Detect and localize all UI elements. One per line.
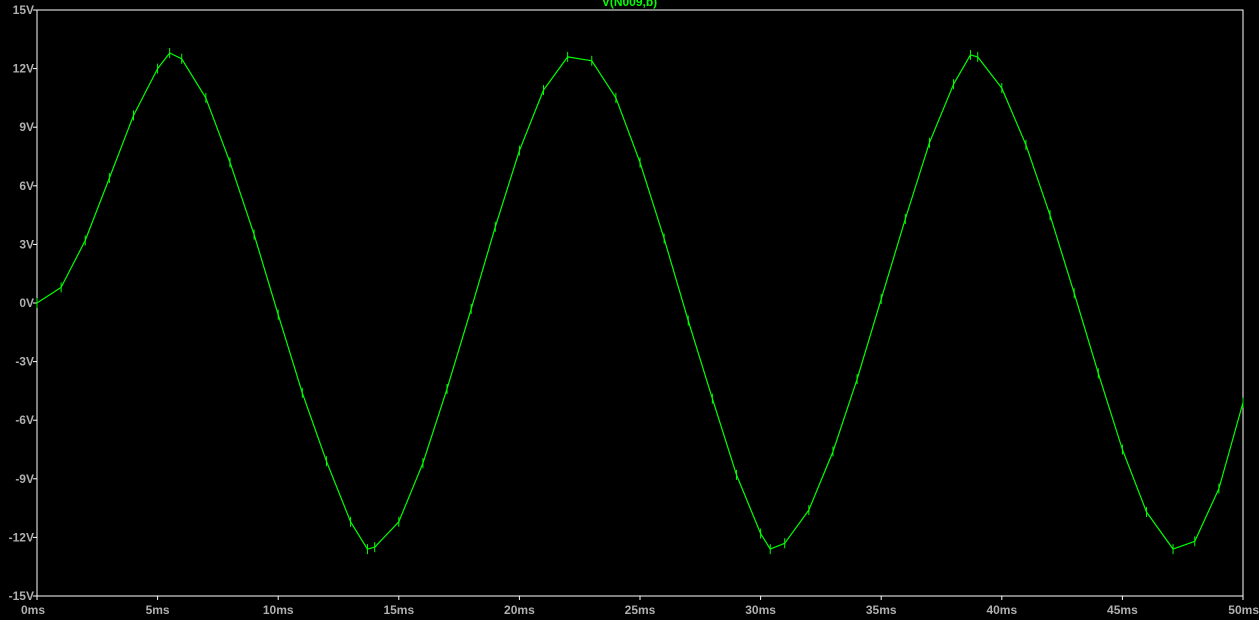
y-tick-label: -15V — [9, 589, 34, 603]
x-tick-label: 20ms — [504, 603, 535, 617]
y-tick-label: 6V — [19, 179, 34, 193]
y-tick-label: -3V — [15, 355, 34, 369]
y-tick-label: -9V — [15, 472, 34, 486]
series-line[interactable] — [36, 52, 1244, 550]
x-tick-label: 0ms — [21, 603, 45, 617]
plot-frame — [36, 9, 1244, 597]
x-tick-label: 45ms — [1107, 603, 1138, 617]
y-tick-label: 12V — [13, 62, 34, 76]
x-tick-label: 5ms — [146, 603, 170, 617]
x-tick-label: 30ms — [745, 603, 776, 617]
y-tick-label: 3V — [19, 237, 34, 251]
x-tick-label: 40ms — [986, 603, 1017, 617]
y-tick-label: -12V — [9, 530, 34, 544]
x-tick-label: 10ms — [263, 603, 294, 617]
x-tick-label: 50ms — [1228, 603, 1259, 617]
x-tick-label: 25ms — [625, 603, 656, 617]
x-tick-label: 15ms — [383, 603, 414, 617]
y-tick-label: -6V — [15, 413, 34, 427]
y-tick-label: 9V — [19, 120, 34, 134]
y-tick-label: 15V — [13, 3, 34, 17]
y-tick-label: 0V — [19, 296, 34, 310]
trace-title[interactable]: V(N009,b) — [601, 0, 658, 9]
x-tick-label: 35ms — [866, 603, 897, 617]
